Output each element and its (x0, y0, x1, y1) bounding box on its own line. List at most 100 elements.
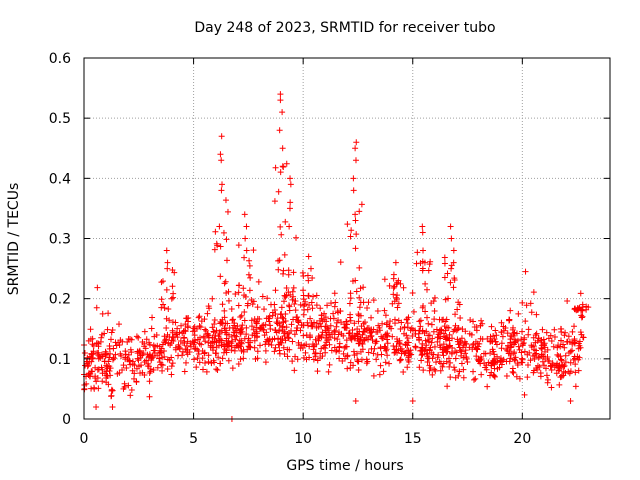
data-point (436, 342, 443, 349)
data-point (458, 360, 465, 367)
data-point (571, 305, 578, 312)
data-point (290, 284, 297, 291)
data-point (120, 385, 127, 392)
data-point (276, 320, 283, 327)
data-point (447, 223, 454, 230)
data-point (228, 333, 235, 340)
data-point (209, 334, 216, 341)
data-point (404, 335, 411, 342)
data-point (536, 363, 543, 370)
data-point (105, 310, 112, 317)
data-point (288, 321, 295, 328)
data-point (522, 268, 529, 275)
data-point (331, 303, 338, 310)
data-point (152, 343, 159, 350)
data-point (213, 366, 220, 373)
data-point (436, 335, 443, 342)
data-point (237, 343, 244, 350)
data-point (182, 359, 189, 366)
data-point (293, 234, 300, 241)
x-tick-label: 0 (80, 431, 89, 447)
data-point (249, 301, 256, 308)
data-point (360, 320, 367, 327)
data-point (309, 275, 316, 281)
y-tick-label: 0.4 (49, 171, 71, 187)
data-point (159, 367, 166, 374)
data-point (527, 357, 534, 364)
data-point (532, 351, 539, 358)
data-point (493, 332, 500, 339)
data-point (245, 343, 252, 350)
data-point (490, 360, 497, 367)
data-point (426, 355, 433, 362)
data-point (300, 332, 307, 339)
data-point (387, 318, 394, 325)
data-point (456, 344, 463, 351)
data-point (300, 292, 307, 299)
data-point (263, 315, 270, 322)
data-point (430, 328, 437, 335)
data-point (452, 311, 459, 318)
data-point (164, 259, 171, 266)
data-point (324, 325, 331, 332)
data-point (276, 127, 283, 134)
data-point (285, 267, 292, 274)
data-point (373, 356, 380, 363)
data-point (340, 350, 347, 357)
data-point (104, 373, 111, 380)
data-point (201, 350, 208, 357)
data-point (218, 187, 225, 194)
data-point (216, 328, 223, 335)
data-point (224, 341, 231, 348)
data-point (450, 328, 457, 335)
data-point (195, 351, 202, 358)
data-point (327, 322, 334, 329)
data-point (357, 334, 364, 341)
data-point (271, 307, 278, 314)
data-point (225, 288, 232, 295)
data-point (205, 352, 212, 359)
data-point (322, 314, 329, 321)
data-point (442, 296, 449, 303)
data-point (110, 355, 117, 362)
data-point (520, 339, 527, 346)
data-point (558, 356, 565, 363)
data-point (115, 321, 122, 328)
data-point (433, 326, 440, 333)
x-tick-label: 15 (404, 431, 422, 447)
data-point (162, 339, 169, 346)
data-point (133, 333, 140, 340)
data-point (220, 229, 227, 236)
data-point (302, 349, 309, 356)
data-point (107, 336, 114, 343)
data-point (237, 330, 244, 337)
data-point (289, 338, 296, 345)
y-tick-label: 0.3 (49, 232, 71, 248)
data-point (482, 350, 489, 357)
data-point (282, 337, 289, 344)
data-point (238, 312, 245, 319)
data-point (197, 324, 204, 331)
data-point (460, 374, 467, 381)
data-point (418, 352, 425, 359)
data-point (221, 307, 228, 314)
data-point (216, 337, 223, 344)
data-point (409, 333, 416, 340)
data-point (158, 296, 165, 303)
data-point (195, 314, 202, 321)
data-point (534, 366, 541, 373)
data-point (163, 247, 170, 254)
data-point (203, 327, 210, 334)
data-point (291, 300, 298, 307)
data-point (532, 331, 539, 338)
data-point (183, 315, 190, 322)
data-point (290, 293, 297, 300)
data-point (347, 290, 354, 297)
data-point (458, 348, 465, 355)
data-point (446, 337, 453, 344)
data-point (441, 274, 448, 281)
data-point (451, 364, 458, 371)
data-point (169, 283, 176, 290)
data-point (104, 326, 111, 333)
data-point (300, 354, 307, 361)
